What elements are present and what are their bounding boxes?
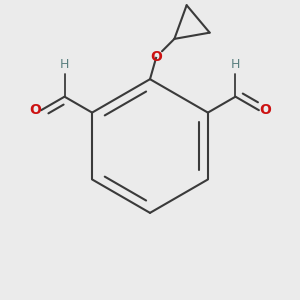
Text: O: O: [150, 50, 162, 64]
Text: O: O: [29, 103, 41, 117]
Text: O: O: [259, 103, 271, 117]
Text: H: H: [60, 58, 69, 71]
Text: H: H: [231, 58, 240, 71]
